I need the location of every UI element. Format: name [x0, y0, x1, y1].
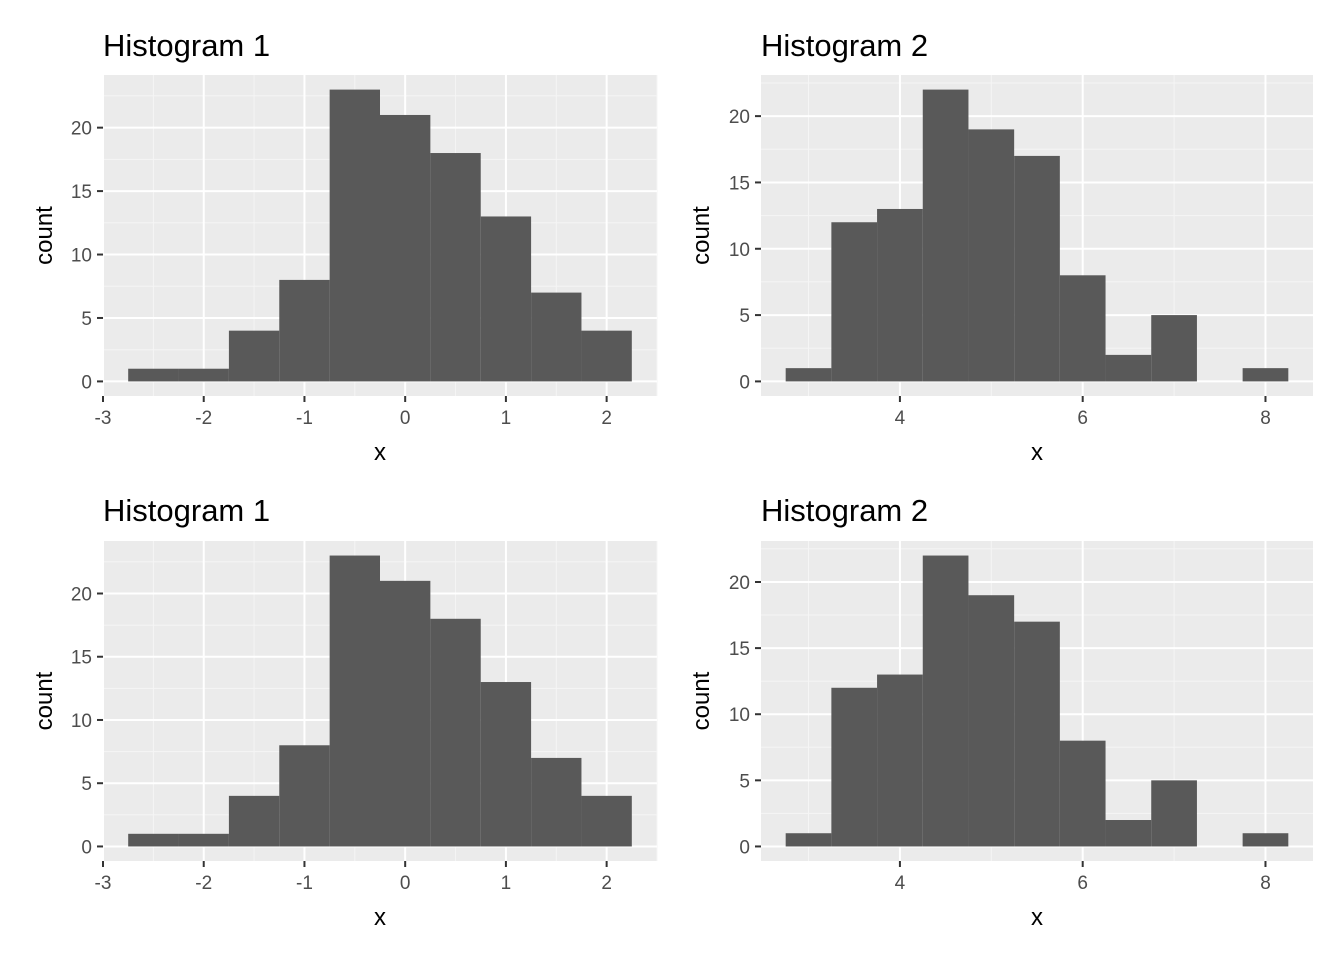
- histogram-bar: [329, 555, 380, 847]
- y-axis-title: count: [31, 671, 58, 730]
- histogram-bar: [581, 795, 632, 847]
- histogram-bar: [178, 368, 229, 382]
- histogram-bar: [968, 129, 1015, 382]
- histogram-bar: [1014, 155, 1060, 382]
- histogram-bar: [581, 330, 632, 382]
- histogram-panel-4: 4 6 8 0 5 10 15 20 Histogram 2 x count: [688, 493, 1313, 931]
- histogram-bar: [1105, 354, 1152, 382]
- x-tick-label: -3: [95, 873, 112, 894]
- x-tick-label: -3: [95, 408, 112, 429]
- x-tick-label: -2: [195, 408, 212, 429]
- histogram-bar: [1105, 820, 1152, 847]
- x-axis-title: x: [374, 904, 386, 931]
- x-tick-label: -2: [195, 873, 212, 894]
- y-tick-label: 0: [81, 372, 92, 393]
- x-tick-label: 1: [501, 873, 512, 894]
- histogram-bar: [329, 89, 380, 382]
- histogram-panel-2: 4 6 8 0 5 10 15 20 Histogram 2 x count: [688, 28, 1313, 466]
- histogram-bar: [1151, 780, 1197, 847]
- x-tick-label: 6: [1077, 873, 1088, 894]
- x-tick-label: -1: [296, 408, 313, 429]
- histogram-bar: [128, 833, 179, 847]
- histogram-bar: [922, 555, 969, 847]
- y-tick-label: 5: [81, 774, 92, 795]
- y-tick-label: 10: [71, 711, 92, 732]
- x-tick-label: 8: [1260, 873, 1271, 894]
- chart-title: Histogram 2: [761, 493, 928, 528]
- y-tick-label: 10: [729, 705, 750, 726]
- chart-title: Histogram 2: [761, 28, 928, 63]
- histogram-bar: [128, 368, 179, 382]
- x-tick-label: 1: [501, 408, 512, 429]
- x-tick-label: 0: [400, 873, 411, 894]
- histogram-bar: [531, 757, 582, 847]
- histogram-bar: [380, 580, 431, 847]
- y-axis-title: count: [688, 206, 715, 265]
- histogram-bar: [430, 153, 481, 382]
- chart-title: Histogram 1: [103, 493, 270, 528]
- histogram-bar: [831, 687, 878, 847]
- x-tick-label: 8: [1260, 408, 1271, 429]
- y-tick-label: 20: [71, 119, 92, 140]
- histogram-bar: [785, 368, 832, 382]
- y-tick-label: 20: [729, 107, 750, 128]
- x-axis-title: x: [374, 439, 386, 466]
- y-tick-label: 5: [81, 309, 92, 330]
- y-tick-label: 0: [81, 837, 92, 858]
- histogram-bar: [1242, 833, 1289, 847]
- histogram-bar: [831, 222, 878, 382]
- histogram-bar: [531, 292, 582, 382]
- histogram-bar: [480, 682, 532, 847]
- histogram-bar: [968, 595, 1015, 847]
- y-tick-label: 15: [729, 173, 750, 194]
- histogram-bar: [1014, 621, 1060, 847]
- y-tick-label: 15: [729, 639, 750, 660]
- y-tick-label: 10: [71, 246, 92, 267]
- x-tick-label: 2: [601, 873, 612, 894]
- histogram-bar: [480, 216, 532, 382]
- histogram-bar: [785, 833, 832, 847]
- y-tick-label: 10: [729, 240, 750, 261]
- histogram-bar: [178, 833, 229, 847]
- y-tick-label: 15: [71, 648, 92, 669]
- histogram-bar: [228, 795, 280, 847]
- histogram-bar: [430, 618, 481, 847]
- histogram-bar: [877, 208, 923, 382]
- histogram-bar: [279, 745, 330, 847]
- chart-title: Histogram 1: [103, 28, 270, 63]
- histogram-bar: [1151, 315, 1197, 382]
- x-axis-title: x: [1031, 904, 1043, 931]
- y-tick-label: 0: [739, 372, 750, 393]
- x-tick-label: 2: [601, 408, 612, 429]
- y-tick-label: 0: [739, 837, 750, 858]
- x-tick-label: 6: [1077, 408, 1088, 429]
- histogram-bar: [1059, 740, 1106, 847]
- y-tick-label: 5: [739, 306, 750, 327]
- y-tick-label: 20: [729, 573, 750, 594]
- x-axis-title: x: [1031, 439, 1043, 466]
- y-axis-title: count: [688, 671, 715, 730]
- x-tick-label: 4: [895, 408, 906, 429]
- y-tick-label: 20: [71, 584, 92, 605]
- y-tick-label: 5: [739, 771, 750, 792]
- x-tick-label: -1: [296, 873, 313, 894]
- x-tick-label: 4: [895, 873, 906, 894]
- histogram-bar: [380, 114, 431, 382]
- histogram-bar: [877, 674, 923, 847]
- histogram-bar: [1242, 368, 1289, 382]
- histogram-bar: [922, 89, 969, 382]
- y-tick-label: 15: [71, 182, 92, 203]
- x-tick-label: 0: [400, 408, 411, 429]
- histogram-bar: [279, 279, 330, 382]
- y-axis-title: count: [31, 206, 58, 265]
- histogram-bar: [228, 330, 280, 382]
- histogram-bar: [1059, 275, 1106, 382]
